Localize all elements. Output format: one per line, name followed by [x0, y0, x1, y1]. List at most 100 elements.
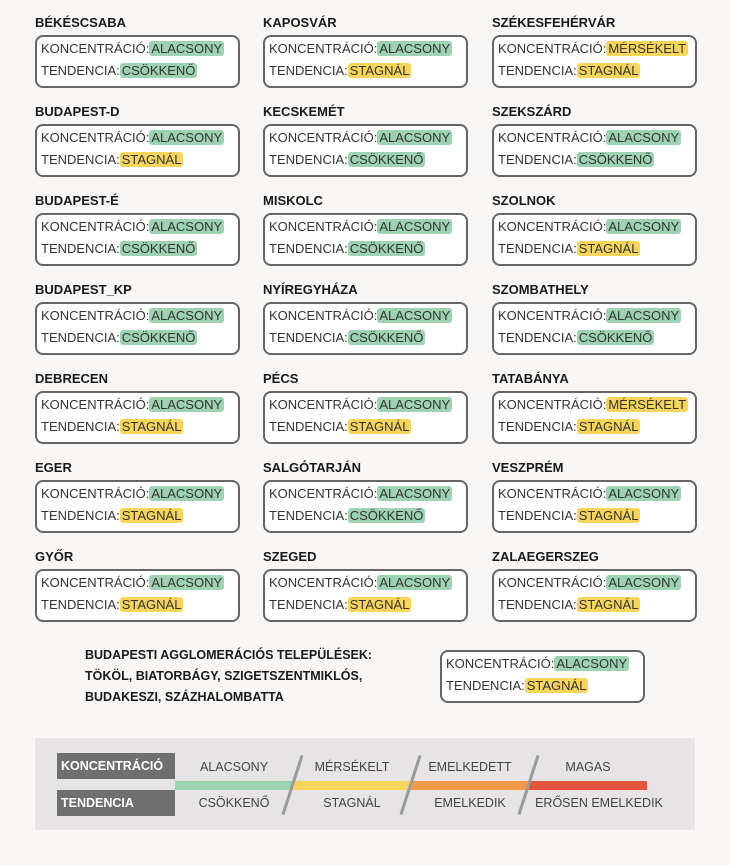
- status-label: TENDENCIA:: [269, 152, 348, 167]
- status-badge: STAGNÁL: [524, 678, 589, 693]
- status-line: TENDENCIA: CSÖKKENŐ: [269, 241, 426, 256]
- status-badge: ALACSONY: [149, 308, 225, 323]
- city-name: NYÍREGYHÁZA: [263, 282, 358, 297]
- city-name: TATABÁNYA: [492, 371, 569, 386]
- status-label: TENDENCIA:: [269, 241, 348, 256]
- status-badge: ALACSONY: [149, 219, 225, 234]
- status-badge: ALACSONY: [606, 308, 682, 323]
- status-badge: STAGNÁL: [347, 597, 412, 612]
- legend-color: [411, 781, 529, 790]
- status-line: TENDENCIA: STAGNÁL: [41, 597, 184, 612]
- status-badge: CSÖKKENŐ: [576, 330, 655, 345]
- status-line: KONCENTRÁCIÓ: ALACSONY: [269, 130, 453, 145]
- city-name: ZALAEGERSZEG: [492, 549, 599, 564]
- status-line: KONCENTRÁCIÓ: ALACSONY: [498, 486, 682, 501]
- status-line: TENDENCIA: CSÖKKENŐ: [269, 508, 426, 523]
- status-label: TENDENCIA:: [41, 508, 120, 523]
- status-badge: ALACSONY: [377, 219, 453, 234]
- legend-trend: CSÖKKENŐ: [198, 796, 270, 810]
- status-label: TENDENCIA:: [41, 152, 120, 167]
- status-label: KONCENTRÁCIÓ:: [41, 575, 150, 590]
- status-badge: ALACSONY: [606, 486, 682, 501]
- status-card: KONCENTRÁCIÓ: ALACSONY TENDENCIA: STAGNÁL: [35, 480, 240, 533]
- status-badge: CSÖKKENŐ: [119, 241, 198, 256]
- status-label: KONCENTRÁCIÓ:: [269, 130, 378, 145]
- status-line: TENDENCIA: CSÖKKENŐ: [41, 330, 198, 345]
- status-line: KONCENTRÁCIÓ: ALACSONY: [498, 575, 682, 590]
- status-badge: STAGNÁL: [119, 597, 184, 612]
- status-badge: CSÖKKENŐ: [347, 152, 426, 167]
- status-label: TENDENCIA:: [269, 597, 348, 612]
- status-label: KONCENTRÁCIÓ:: [41, 41, 150, 56]
- legend-concentration: ALACSONY: [199, 760, 269, 774]
- city-name: SZEGED: [263, 549, 317, 564]
- status-badge: CSÖKKENŐ: [576, 152, 655, 167]
- status-line: KONCENTRÁCIÓ: ALACSONY: [498, 130, 682, 145]
- status-card: KONCENTRÁCIÓ: ALACSONY TENDENCIA: STAGNÁL: [492, 569, 697, 622]
- status-badge: ALACSONY: [377, 486, 453, 501]
- status-line: KONCENTRÁCIÓ: ALACSONY: [41, 219, 225, 234]
- status-line: TENDENCIA: STAGNÁL: [498, 508, 641, 523]
- city-name: VESZPRÉM: [492, 460, 564, 475]
- city-name: SZOMBATHELY: [492, 282, 589, 297]
- legend-concentration: MAGAS: [565, 760, 611, 774]
- status-label: TENDENCIA:: [41, 63, 120, 78]
- status-label: KONCENTRÁCIÓ:: [269, 575, 378, 590]
- status-card: KONCENTRÁCIÓ: ALACSONY TENDENCIA: STAGNÁL: [35, 124, 240, 177]
- status-badge: MÉRSÉKELT: [606, 41, 689, 56]
- status-card: KONCENTRÁCIÓ: ALACSONY TENDENCIA: STAGNÁL: [263, 391, 468, 444]
- status-label: TENDENCIA:: [498, 597, 577, 612]
- status-card: KONCENTRÁCIÓ: ALACSONY TENDENCIA: STAGNÁL: [35, 391, 240, 444]
- status-card: KONCENTRÁCIÓ: ALACSONY TENDENCIA: STAGNÁL: [492, 213, 697, 266]
- status-label: KONCENTRÁCIÓ:: [498, 41, 607, 56]
- legend-trend: EMELKEDIK: [434, 796, 506, 810]
- status-badge: STAGNÁL: [576, 241, 641, 256]
- status-card: KONCENTRÁCIÓ: ALACSONY TENDENCIA: CSÖKKENŐ: [263, 302, 468, 355]
- status-badge: CSÖKKENŐ: [347, 241, 426, 256]
- agglomeration-text: TÖKÖL, BIATORBÁGY, SZIGETSZENTMIKLÓS,: [85, 669, 363, 683]
- status-line: KONCENTRÁCIÓ: ALACSONY: [269, 308, 453, 323]
- status-line: KONCENTRÁCIÓ: ALACSONY: [269, 486, 453, 501]
- status-card: KONCENTRÁCIÓ: ALACSONY TENDENCIA: CSÖKKENŐ: [35, 302, 240, 355]
- city-name: KAPOSVÁR: [263, 15, 337, 30]
- status-line: TENDENCIA: STAGNÁL: [269, 419, 412, 434]
- status-line: TENDENCIA: STAGNÁL: [41, 508, 184, 523]
- legend-trend: STAGNÁL: [323, 796, 381, 810]
- status-line: TENDENCIA: STAGNÁL: [498, 63, 641, 78]
- status-badge: MÉRSÉKELT: [606, 397, 689, 412]
- status-label: KONCENTRÁCIÓ:: [446, 656, 555, 671]
- city-name: KECSKEMÉT: [263, 104, 345, 119]
- status-card: KONCENTRÁCIÓ: ALACSONY TENDENCIA: CSÖKKENŐ: [263, 480, 468, 533]
- status-label: TENDENCIA:: [498, 241, 577, 256]
- status-badge: STAGNÁL: [576, 419, 641, 434]
- status-badge: STAGNÁL: [347, 63, 412, 78]
- status-card: KONCENTRÁCIÓ: ALACSONY TENDENCIA: STAGNÁL: [440, 650, 645, 703]
- status-badge: ALACSONY: [149, 486, 225, 501]
- status-badge: ALACSONY: [149, 41, 225, 56]
- legend-concentration: MÉRSÉKELT: [314, 760, 390, 774]
- status-badge: ALACSONY: [377, 397, 453, 412]
- city-name: MISKOLC: [263, 193, 323, 208]
- city-name: BÉKÉSCSABA: [35, 15, 127, 30]
- legend-trend: ERŐSEN EMELKEDIK: [535, 796, 663, 810]
- status-card: KONCENTRÁCIÓ: ALACSONY TENDENCIA: CSÖKKENŐ: [263, 124, 468, 177]
- status-label: KONCENTRÁCIÓ:: [269, 397, 378, 412]
- status-label: KONCENTRÁCIÓ:: [498, 130, 607, 145]
- status-label: TENDENCIA:: [41, 419, 120, 434]
- city-name: EGER: [35, 460, 72, 475]
- status-card: KONCENTRÁCIÓ: ALACSONY TENDENCIA: STAGNÁL: [263, 569, 468, 622]
- status-label: TENDENCIA:: [498, 508, 577, 523]
- status-label: KONCENTRÁCIÓ:: [498, 486, 607, 501]
- status-badge: ALACSONY: [149, 575, 225, 590]
- city-name: SZOLNOK: [492, 193, 556, 208]
- status-label: KONCENTRÁCIÓ:: [41, 219, 150, 234]
- status-line: TENDENCIA: STAGNÁL: [269, 597, 412, 612]
- city-name: SZEKSZÁRD: [492, 104, 572, 119]
- status-label: KONCENTRÁCIÓ:: [498, 397, 607, 412]
- status-line: KONCENTRÁCIÓ: ALACSONY: [41, 486, 225, 501]
- status-label: TENDENCIA:: [41, 597, 120, 612]
- city-name: BUDAPEST-D: [35, 104, 120, 119]
- status-label: KONCENTRÁCIÓ:: [41, 308, 150, 323]
- status-label: TENDENCIA:: [41, 241, 120, 256]
- status-badge: STAGNÁL: [119, 152, 184, 167]
